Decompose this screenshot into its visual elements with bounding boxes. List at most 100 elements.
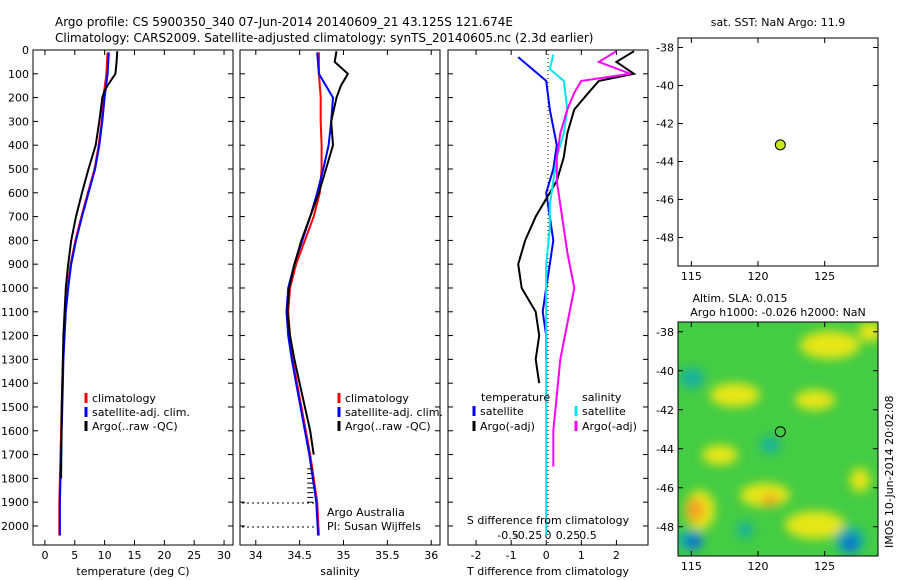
sla-map-panel: Altim. SLA: 0.015 Argo h1000: -0.026 h20… [656,292,879,573]
p-sst-ytick-label: -42 [656,118,674,131]
salinity-legend-climatology: climatology [345,392,409,405]
temperature-xlabel: temperature (deg C) [76,565,189,578]
temperature-legend-satellite: satellite-adj. clim. [92,406,190,419]
p-sal-xtick-label: 34 [249,549,263,562]
s-difference-tick-label: 0 [545,529,552,542]
p-temp-xtick-label: 5 [71,549,78,562]
s-difference-tick-label: 0.25 [556,529,581,542]
p-temp-xtick-label: 0 [41,549,48,562]
depth-axis: 0 100 200 300 400 500 600 700 800 900 1000 1100 1200… [1,44,233,533]
difference-depth-ticks [448,49,648,527]
depth-tick-label: 1800 [1,472,29,485]
p-sal-xtick-label: 36 [424,549,438,562]
depth-tick-label: 1000 [1,282,29,295]
difference-legend: temperature salinity satellite Argo(-adj… [472,391,637,433]
depth-tick-label: 1500 [1,401,29,414]
depth-tick-label: 1200 [1,330,29,343]
p-sal-xtick-label: 35 [337,549,351,562]
p-sla-ytick-label: -46 [656,482,674,495]
header-line-1: Argo profile: CS 5900350_340 07-Jun-2014… [55,15,513,29]
annotation-argo-australia: Argo Australia [327,506,405,519]
s-difference-label: S difference from climatology [467,514,630,527]
depth-tick-label: 1400 [1,377,29,390]
imos-timestamp: IMOS 10-Jun-2014 20:02:08 [883,395,896,548]
p-sst-xtick-label: 120 [748,270,769,283]
p-temp-xtick-label: 25 [187,549,201,562]
p-temp-xtick-label: 30 [217,549,231,562]
s-difference-tick-label: -0.25 [514,529,542,542]
salinity-legend: climatology satellite-adj. clim. Argo(..… [337,392,443,433]
salinity-panel: 34 34.5 35 35.5 36 Argo Australia PI: Susan … [239,49,443,578]
legend-salinity-title: salinity [582,391,622,404]
p-sst-ytick-label: -46 [656,194,674,207]
p-sst-xtick-label: 125 [814,270,835,283]
p-sst-ytick-label: -38 [656,42,674,55]
t-difference-x-axis: -2 -1 0 1 2 [471,50,620,562]
s-difference-scale: -0.5-0.25 0 0.25 0.5 [497,529,596,542]
t-difference-xlabel: T difference from climatology [466,565,629,578]
temperature-x-axis: 0 5 10 15 20 25 30 [41,50,231,562]
series-line-salinity-argo-adj- [552,50,631,467]
dotted-reference-lines [242,502,316,528]
p-diff-xtick-label: 2 [613,549,620,562]
salinity-x-axis: 34 34.5 35 35.5 36 [249,50,438,562]
sla-axes: 115 120 125 -38 -40 -42 -44 -46 -48 [656,322,878,573]
p-sla-ytick-label: -40 [656,365,674,378]
s-difference-tick-label: 0.5 [579,529,597,542]
depth-tick-label: 300 [8,115,29,128]
series-line-argo-raw-qc- [60,51,119,479]
series-line-temperature-satellite [517,56,558,360]
legend-salinity-argo: Argo(-adj) [582,420,637,433]
p-sla-ytick-label: -38 [656,326,674,339]
depth-tick-label: 600 [8,187,29,200]
temperature-legend-argo: Argo(..raw -QC) [92,420,178,433]
legend-salinity-satellite: satellite [582,405,626,418]
series-line-temperature-argo-adj- [517,50,637,384]
p-sal-xtick-label: 35.5 [375,549,400,562]
p-sst-ytick-label: -48 [656,232,674,245]
p-sst-ytick-label: -40 [656,80,674,93]
argo-position-marker [774,139,786,151]
p-sla-xtick-label: 115 [681,560,702,573]
salinity-xlabel: salinity [320,565,360,578]
salinity-lines [285,51,350,536]
sst-axes: 115 120 125 -38 -40 -42 -44 -46 -48 [656,38,878,283]
series-line-argo-raw-qc- [286,51,350,455]
depth-tick-label: 100 [8,68,29,81]
difference-panel: -2 -1 0 1 2 -0.5-0.25 0 0.25 0.5 S difference f… [447,49,649,578]
p-sla-ytick-label: -48 [656,521,674,534]
salinity-depth-ticks [240,49,440,527]
legend-temperature-argo: Argo(-adj) [480,420,535,433]
p-sal-xtick-label: 34.5 [287,549,312,562]
depth-tick-label: 900 [8,258,29,271]
temperature-lines [58,51,119,536]
p-diff-xtick-label: -1 [506,549,517,562]
p-sla-xtick-label: 120 [748,560,769,573]
p-sst-ytick-label: -44 [656,156,674,169]
p-diff-xtick-label: 1 [578,549,585,562]
argo-position-marker [774,426,786,438]
p-temp-xtick-label: 15 [127,549,141,562]
depth-tick-label: 2000 [1,520,29,533]
depth-tick-label: 1700 [1,449,29,462]
depth-tick-label: 0 [22,44,29,57]
sla-title-line-1: Altim. SLA: 0.015 [692,292,787,305]
salinity-legend-satellite: satellite-adj. clim. [345,406,443,419]
sst-title: sat. SST: NaN Argo: 11.9 [711,16,845,29]
p-sla-ytick-label: -42 [656,404,674,417]
annotation-pi: PI: Susan Wijffels [327,520,421,533]
depth-tick-label: 400 [8,139,29,152]
p-diff-xtick-label: 0 [543,549,550,562]
temperature-legend: climatology satellite-adj. clim. Argo(..… [84,392,190,433]
p-sla-xtick-label: 125 [814,560,835,573]
salinity-legend-argo: Argo(..raw -QC) [345,420,431,433]
p-temp-xtick-label: 10 [98,549,112,562]
difference-lines [517,50,637,536]
depth-tick-label: 1100 [1,306,29,319]
depth-tick-label: 700 [8,211,29,224]
depth-tick-label: 1900 [1,496,29,509]
header-line-2: Climatology: CARS2009. Satellite-adjuste… [55,31,593,45]
temperature-panel: 0100200300400500600700800900100011001200… [1,44,234,578]
p-sla-ytick-label: -44 [656,443,674,456]
depth-tick-label: 1300 [1,353,29,366]
